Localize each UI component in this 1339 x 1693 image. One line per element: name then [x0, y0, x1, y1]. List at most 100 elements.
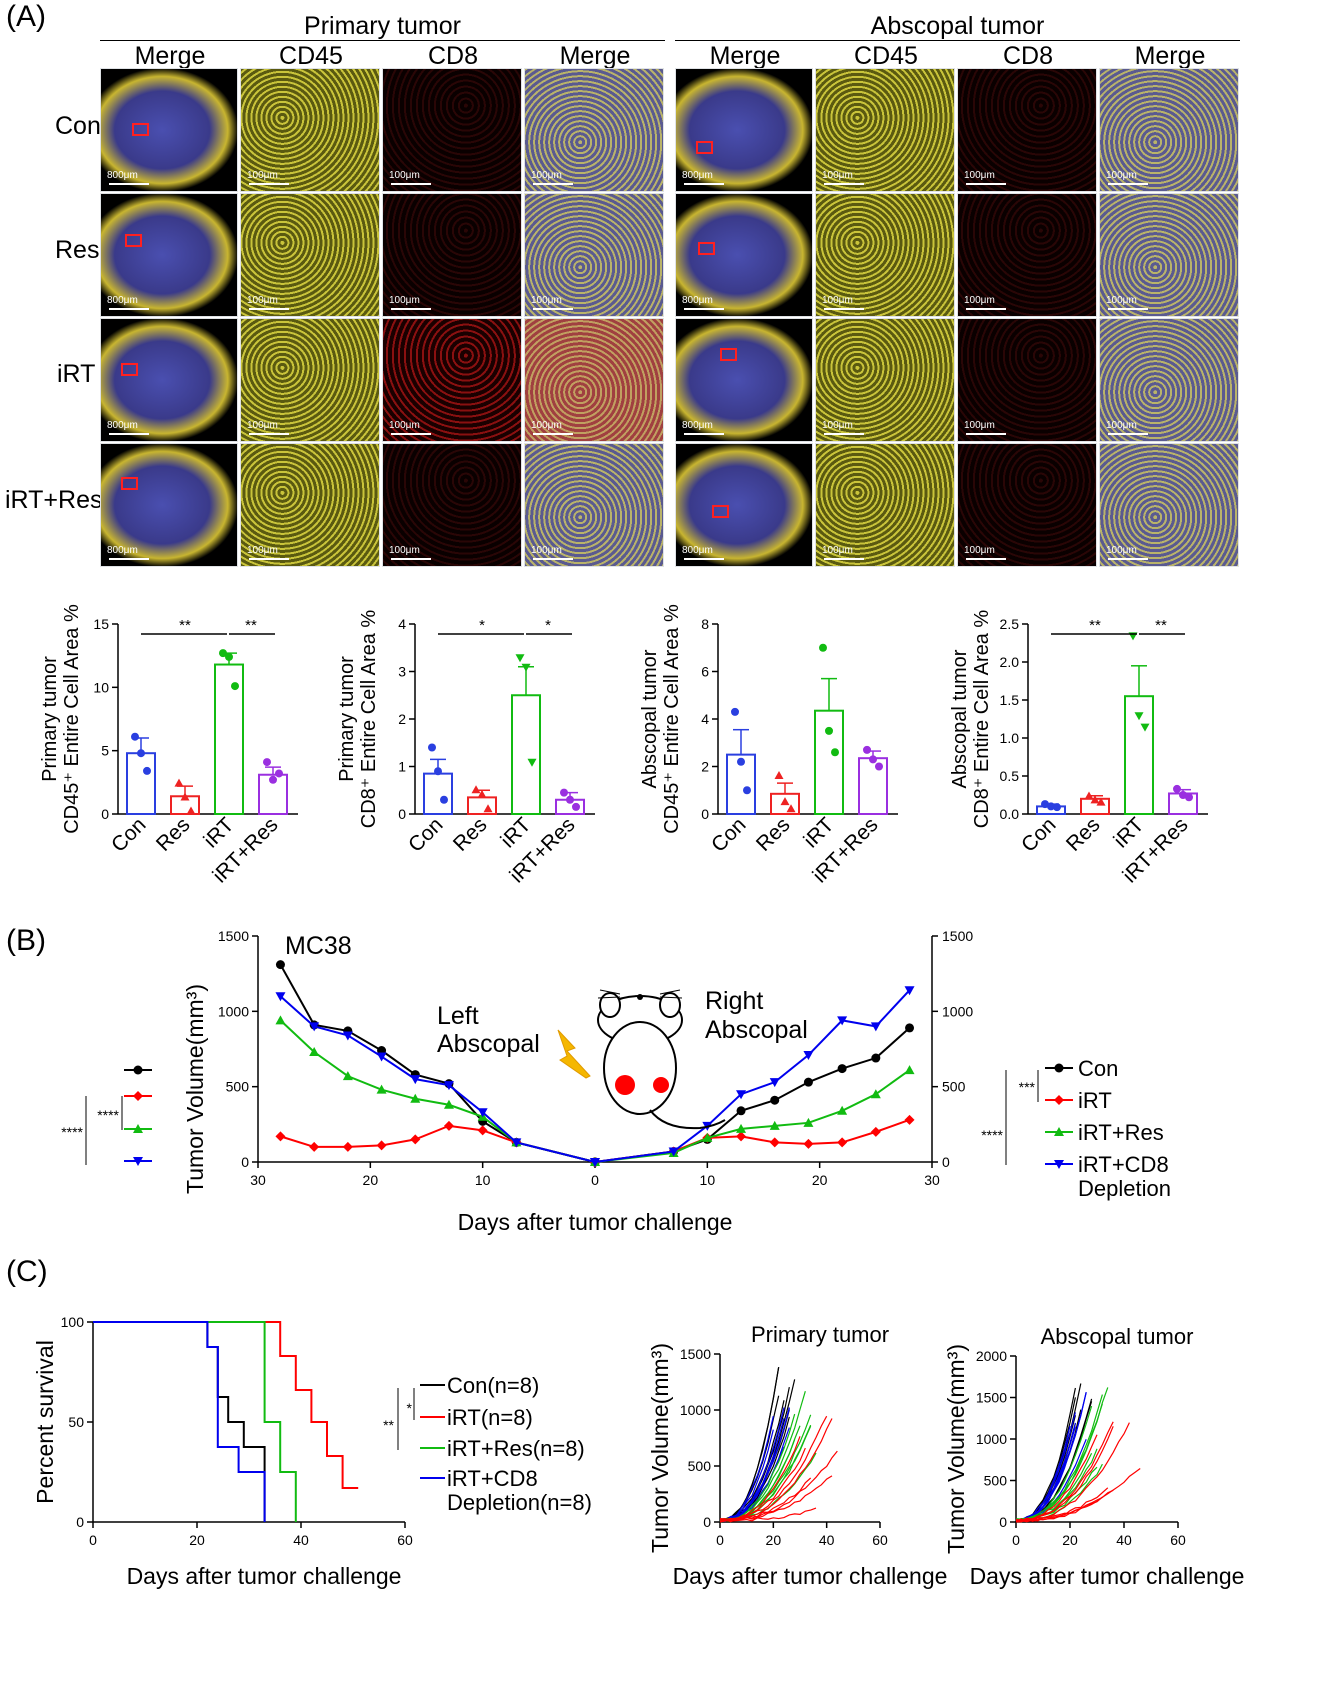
data-point: [342, 1071, 353, 1081]
y-tick-label: 1: [398, 759, 406, 775]
legend-label: iRT+CD8: [1078, 1152, 1169, 1177]
col-header-cd45-abscopal: CD45: [854, 42, 918, 70]
sig-label: **: [383, 1417, 394, 1433]
series-irt-cd8-depletion: [275, 986, 915, 1167]
x-tick-label: 10: [475, 1172, 491, 1188]
data-point: [275, 1015, 286, 1025]
data-point: [1054, 1127, 1064, 1136]
x-axis-label: Days after tumor challenge: [673, 1563, 948, 1589]
data-point: [1054, 1063, 1064, 1073]
data-point: [186, 806, 196, 815]
data-point: [269, 775, 277, 784]
x-tick-label: 40: [1116, 1532, 1132, 1548]
scale-label: 100μm: [822, 545, 853, 556]
data-point: [275, 992, 286, 1002]
data-point: [174, 778, 184, 787]
primary-header-line: [100, 40, 665, 41]
scale-label: 800μm: [107, 545, 138, 556]
data-point: [477, 1108, 488, 1118]
lightning-icon: [557, 1029, 591, 1079]
scale-label: 800μm: [682, 295, 713, 306]
data-point: [527, 758, 537, 767]
micrograph-tile: 100μm: [1099, 443, 1239, 567]
scale-label: 100μm: [531, 420, 562, 431]
data-point: [1053, 803, 1061, 812]
y-tick-label: 50: [68, 1414, 84, 1430]
micrograph-tile: 100μm: [382, 68, 522, 192]
y-axis-label: CD8⁺ Entire Cell Area %: [971, 610, 993, 829]
micrograph-tile: 800μm: [675, 68, 813, 192]
scale-label: 100μm: [964, 295, 995, 306]
micrograph-tile: 100μm: [815, 443, 955, 567]
scale-label: 100μm: [247, 170, 278, 181]
x-tick-label: Con: [707, 813, 751, 857]
mc38-label: MC38: [285, 932, 352, 960]
x-tick-label: 20: [812, 1172, 828, 1188]
bar: [511, 694, 541, 815]
data-point: [769, 1120, 780, 1130]
x-axis-label: Days after tumor challenge: [970, 1563, 1245, 1589]
x-axis-label: Days after tumor challenge: [458, 1209, 733, 1235]
x-tick-label: Res: [1062, 813, 1105, 856]
y-tick-label: 100: [61, 1314, 85, 1330]
y-tick-label-right: 0: [942, 1154, 950, 1170]
data-point: [819, 643, 827, 652]
legend-label: Con: [1078, 1056, 1118, 1081]
data-point: [131, 732, 139, 741]
data-point: [736, 1131, 747, 1142]
scale-label: 100μm: [389, 545, 420, 556]
micrograph-tile: 100μm: [382, 193, 522, 317]
growth-curve: [1015, 1405, 1093, 1522]
data-point: [702, 1132, 713, 1142]
y-axis-label: CD45⁺ Entire Cell Area %: [61, 604, 83, 834]
abscopal-tumor-header: Abscopal tumor: [870, 12, 1045, 40]
y-tick-label: 500: [226, 1079, 250, 1095]
data-point: [342, 1141, 353, 1152]
data-point: [133, 1124, 143, 1133]
micrograph-tile: 100μm: [957, 318, 1097, 442]
data-point: [803, 1051, 814, 1061]
x-tick-label: 20: [766, 1532, 782, 1548]
primary-growth-plot: Primary tumor 0 500 1000 1500 0 20 40 60 Days aft…: [647, 1322, 947, 1589]
x-tick-label: 30: [250, 1172, 266, 1188]
y-tick-label: 15: [93, 616, 109, 632]
scale-bar: [966, 558, 1006, 560]
data-point: [560, 788, 568, 797]
col-header-merge-2-abscopal: Merge: [1134, 42, 1206, 70]
panel-c-letter: (C): [6, 1255, 48, 1288]
x-tick-label: 30: [924, 1172, 940, 1188]
legend-label: iRT+Res(n=8): [447, 1436, 585, 1461]
zoom-region-box: [698, 242, 715, 255]
data-point: [471, 785, 481, 794]
x-tick-label: 20: [363, 1172, 379, 1188]
y-tick-label: 2000: [976, 1348, 1007, 1364]
scale-bar: [684, 433, 724, 435]
y-tick-label: 6: [701, 664, 709, 680]
bar: [126, 752, 156, 815]
scale-bar: [109, 558, 149, 560]
sig-label: ****: [981, 1127, 1003, 1143]
sig-label: ****: [97, 1107, 119, 1123]
data-point: [410, 1075, 421, 1085]
row-label-irt-res: iRT+Res: [5, 486, 103, 514]
micrograph-tile: 100μm: [1099, 318, 1239, 442]
y-axis-label: Primary tumor: [39, 656, 61, 782]
data-point: [133, 1157, 143, 1166]
scale-bar: [684, 558, 724, 560]
data-point: [219, 649, 227, 658]
scale-label: 100μm: [247, 295, 278, 306]
row-label-con: Con: [55, 112, 101, 140]
scale-bar: [824, 433, 864, 435]
scale-bar: [684, 308, 724, 310]
micrograph-tile: 100μm: [524, 68, 664, 192]
scale-label: 800μm: [107, 170, 138, 181]
zoom-region-box: [720, 348, 737, 361]
y-tick-label: 1500: [976, 1390, 1007, 1406]
y-tick-label: 0.0: [1000, 806, 1020, 822]
data-point: [904, 986, 915, 996]
y-tick-label: 0: [76, 1514, 84, 1530]
data-point: [275, 769, 283, 778]
zoom-region-box: [132, 123, 149, 136]
data-point: [837, 1137, 848, 1148]
